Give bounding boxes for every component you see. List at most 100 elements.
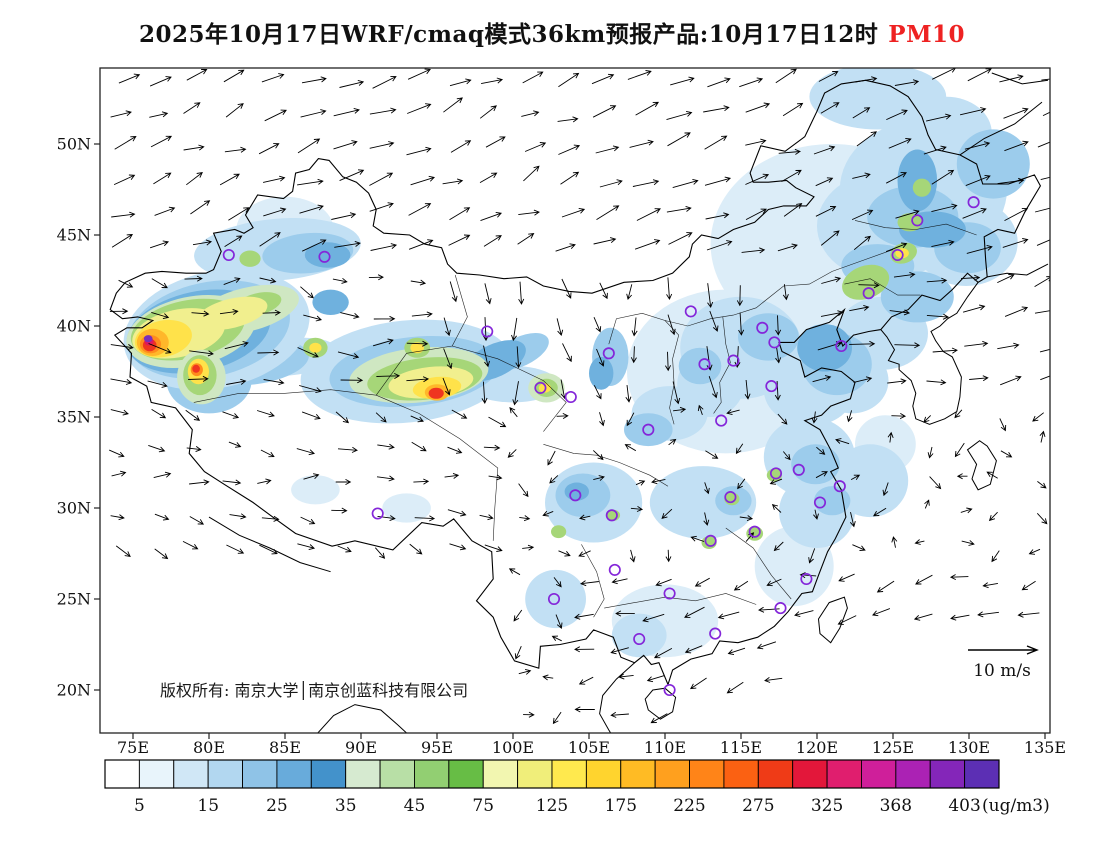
wind-arrow-icon (219, 308, 239, 315)
pm10-field-region (304, 242, 351, 268)
wind-arrow-icon (443, 97, 463, 113)
pm10-field-region (564, 482, 589, 501)
wind-arrow-icon (706, 240, 733, 251)
wind-arrow-icon (225, 103, 244, 118)
wind-arrow-icon (926, 277, 948, 284)
wind-arrow-icon (783, 203, 803, 217)
city-marker (684, 305, 697, 318)
wind-arrow-icon (997, 177, 1025, 185)
pm10-field-region (309, 342, 322, 353)
wind-arrow-icon (697, 404, 704, 416)
wind-arrow-icon (259, 277, 277, 284)
wind-arrow-icon (1034, 276, 1050, 287)
lat-label: 25N (57, 590, 91, 609)
wind-arrow-icon (219, 173, 240, 186)
wind-arrow-icon (962, 207, 987, 219)
wind-arrow-icon (1040, 375, 1050, 381)
province-boundary (581, 544, 605, 618)
wind-arrow-icon (775, 346, 782, 364)
city-marker (769, 467, 783, 480)
wind-arrow-icon (926, 379, 947, 386)
wind-arrow-icon (261, 515, 280, 522)
wind-arrow-icon (226, 378, 247, 385)
map-frame (99, 67, 1051, 734)
wind-arrow-icon (931, 169, 955, 185)
lat-label: 45N (57, 226, 91, 245)
wind-arrow-icon (986, 471, 998, 479)
wind-arrow-icon (997, 342, 1020, 350)
wind-arrow-icon (507, 449, 517, 458)
wind-arrow-icon (596, 205, 620, 220)
lon-label: 110E (644, 738, 686, 757)
wind-arrow-icon (846, 410, 853, 423)
wind-arrow-icon (442, 377, 451, 396)
wind-arrow-icon (518, 209, 540, 216)
wind-arrow-icon (858, 282, 880, 289)
province-boundary (854, 220, 977, 236)
wind-arrow-icon (1000, 375, 1022, 386)
city-marker (911, 214, 924, 227)
wind-arrow-icon (882, 482, 889, 497)
colorbar-cell (517, 759, 553, 789)
wind-arrow-icon (593, 475, 605, 481)
wind-arrow-icon (561, 278, 572, 299)
wind-arrow-icon (148, 444, 166, 453)
colorbar-cell (895, 759, 931, 789)
wind-arrow-icon (666, 205, 692, 213)
wind-arrow-icon (988, 511, 998, 522)
pm10-field-region (196, 296, 268, 330)
city-marker (727, 354, 740, 367)
wind-arrow-icon (185, 409, 201, 421)
wind-arrow-icon (479, 514, 494, 521)
wind-arrow-icon (982, 582, 998, 589)
wind-arrow-icon (551, 635, 562, 642)
coastline (880, 282, 979, 425)
wind-arrow-icon (966, 244, 993, 254)
colorbar-cell (345, 759, 381, 789)
wind-arrow-icon (1039, 348, 1050, 353)
wind-arrow-icon (373, 315, 396, 322)
wind-arrow-icon (444, 472, 460, 479)
wind-arrow-icon (653, 648, 673, 659)
wind-arrow-icon (224, 146, 247, 153)
wind-arrow-icon (1017, 611, 1040, 618)
pm10-field-region (428, 387, 444, 399)
wind-arrow-icon (149, 76, 172, 87)
lon-label: 125E (872, 738, 914, 757)
wind-arrow-icon (413, 478, 430, 485)
wind-arrow-icon (894, 342, 921, 349)
wind-arrow-icon (451, 409, 468, 419)
wind-arrow-icon (118, 73, 141, 84)
wind-arrow-icon (852, 544, 866, 551)
wind-arrow-icon (299, 204, 324, 214)
wind-arrow-icon (618, 673, 634, 680)
wind-arrow-icon (374, 547, 386, 559)
city-marker (318, 250, 331, 263)
wind-arrow-icon (593, 237, 617, 245)
wind-arrow-icon (651, 478, 666, 485)
wind-arrow-icon (334, 240, 361, 248)
wind-arrow-icon (738, 312, 745, 336)
wind-arrow-icon (368, 274, 384, 281)
wind-arrow-icon (997, 274, 1015, 284)
wind-arrow-icon (182, 540, 199, 550)
province-boundary (608, 312, 680, 425)
colorbar-cell (448, 759, 484, 789)
wind-arrow-icon (913, 613, 933, 621)
wind-arrow-icon (484, 544, 503, 552)
wind-arrow-icon (668, 232, 693, 245)
wind-arrow-icon (513, 609, 523, 622)
wind-arrow-icon (408, 239, 434, 250)
wind-arrow-icon (337, 545, 352, 553)
wind-arrow-icon (926, 113, 952, 122)
wind-arrow-icon (781, 169, 802, 182)
wind-arrow-icon (558, 550, 571, 557)
wind-arrow-icon (222, 411, 240, 419)
wind-arrow-icon (574, 706, 595, 713)
wind-arrow-icon (189, 516, 205, 525)
wind-arrow-icon (148, 343, 172, 354)
wind-arrow-icon (627, 70, 652, 80)
wind-arrow-icon (705, 212, 730, 220)
city-marker (833, 480, 846, 493)
wind-arrow-icon (340, 377, 364, 384)
